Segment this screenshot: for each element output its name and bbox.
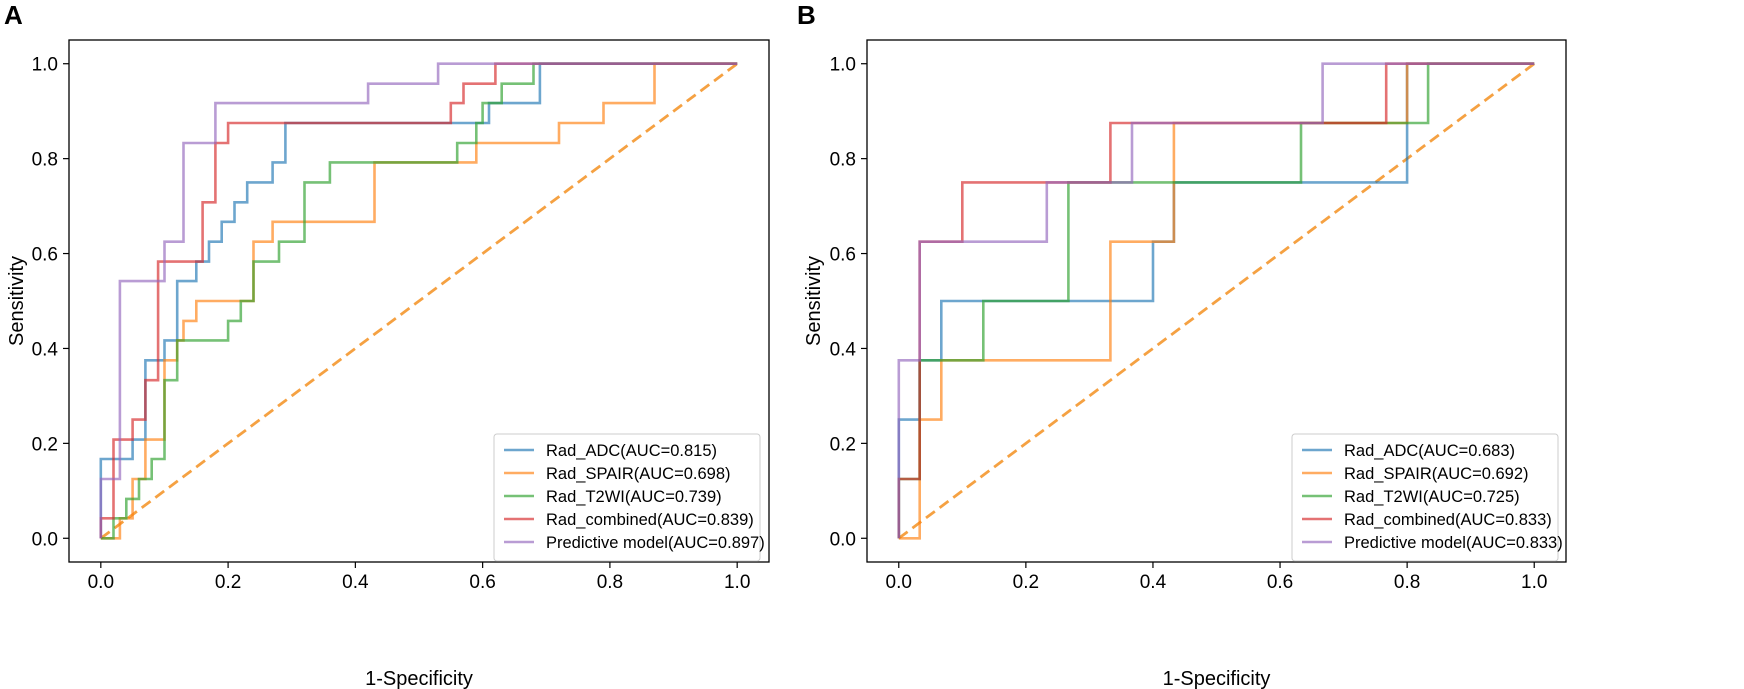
legend-entry: Rad_combined(AUC=0.833) [1344, 511, 1552, 529]
y-tick-label: 0.2 [32, 434, 58, 455]
y-tick-label: 0.0 [32, 529, 58, 550]
y-tick-label: 0.0 [830, 529, 856, 550]
x-tick-label: 0.4 [342, 572, 369, 593]
y-tick-label: 0.6 [32, 245, 58, 266]
roc-series-line [99, 62, 738, 539]
plot-frame [866, 39, 1567, 563]
panel-b: B 0.0 0.2 0.4 0.6 0.8 1.0 0.0 0.2 0.4 0.6 0.8 1.0 1-S… [797, 0, 1567, 689]
plot-frame [68, 39, 770, 563]
legend-box [1291, 433, 1559, 562]
y-tick-label: 0.4 [830, 339, 857, 360]
roc-series-line [897, 62, 1535, 539]
y-tick-label: 0.6 [830, 245, 856, 266]
x-axis-label: 1-Specificity [365, 668, 473, 689]
x-axis-label: 1-Specificity [1163, 668, 1271, 689]
legend-entry: Predictive model(AUC=0.833) [1344, 534, 1563, 552]
legend-entry: Rad_SPAIR(AUC=0.692) [1344, 465, 1529, 483]
x-tick-label: 0.8 [597, 572, 623, 593]
legend-box [493, 433, 761, 562]
legend-entry: Rad_SPAIR(AUC=0.698) [546, 465, 731, 483]
legend-entry: Predictive model(AUC=0.897) [546, 534, 765, 552]
y-tick-label: 0.8 [32, 150, 58, 171]
legend-entry: Rad_ADC(AUC=0.683) [1344, 442, 1515, 460]
y-tick-label: 1.0 [32, 55, 58, 76]
legend-entry: Rad_ADC(AUC=0.815) [546, 442, 717, 460]
y-tick-label: 0.4 [32, 339, 59, 360]
roc-series-line [100, 62, 738, 540]
x-tick-label: 0.2 [215, 572, 241, 593]
legend-entry: Rad_T2WI(AUC=0.725) [1344, 488, 1520, 506]
panel-label: B [797, 0, 816, 30]
x-tick-label: 0.0 [88, 572, 114, 593]
x-tick-label: 0.6 [469, 572, 495, 593]
roc-series-line [897, 62, 1535, 539]
y-tick-label: 0.2 [830, 434, 856, 455]
panel-label: A [4, 0, 23, 30]
y-tick-label: 0.8 [830, 150, 856, 171]
y-axis-label: Sensitivity [6, 256, 28, 346]
x-tick-label: 1.0 [1521, 572, 1547, 593]
y-tick-label: 1.0 [830, 55, 856, 76]
x-tick-label: 1.0 [724, 572, 750, 593]
legend-entry: Rad_T2WI(AUC=0.739) [546, 488, 722, 506]
y-axis-label: Sensitivity [803, 256, 825, 346]
roc-series-line [99, 62, 738, 539]
x-tick-label: 0.4 [1140, 572, 1167, 593]
legend-entry: Rad_combined(AUC=0.839) [546, 511, 754, 529]
diagonal-reference-line [99, 62, 739, 540]
diagonal-reference-line [897, 62, 1536, 540]
x-tick-label: 0.0 [886, 572, 912, 593]
x-tick-label: 0.8 [1394, 572, 1420, 593]
panel-a: A 0.0 0.2 0.4 0.6 0.8 1.0 0.0 0.2 0.4 0.6 0.8 1.0 1-S… [4, 0, 770, 689]
x-tick-label: 0.6 [1267, 572, 1293, 593]
x-tick-label: 0.2 [1013, 572, 1039, 593]
